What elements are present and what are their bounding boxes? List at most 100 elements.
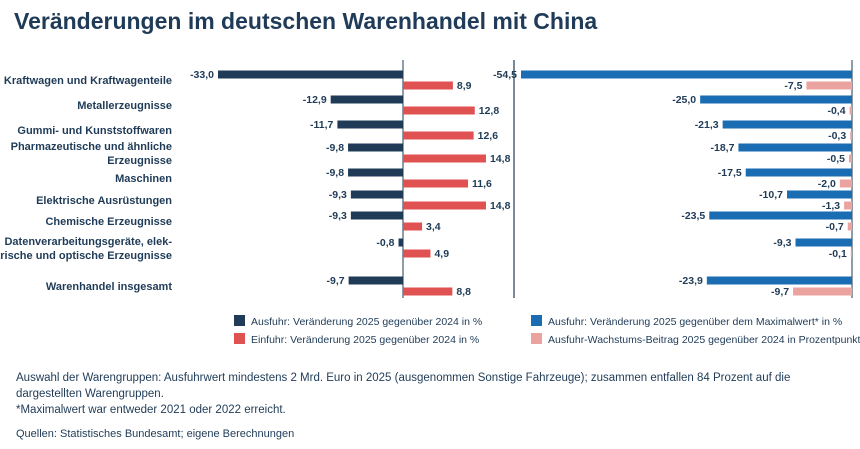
export-change-value-label: -11,7 bbox=[310, 119, 334, 131]
legend-swatch bbox=[531, 315, 542, 326]
export-vs-max-bar bbox=[722, 120, 852, 129]
export-vs-max-bar bbox=[521, 70, 852, 79]
import-change-bar bbox=[403, 249, 431, 258]
left-panel: -33,0 -12,9 -11,7 -9,8 -9,8 -9,3 -9,3 -0,8 -9,7 8… bbox=[190, 60, 511, 298]
export-vs-max-value-label: -10,7 bbox=[759, 189, 783, 201]
import-change-value-label: 3,4 bbox=[426, 221, 441, 233]
export-change-bar bbox=[350, 190, 403, 199]
source-note: Quellen: Statistisches Bundesamt; eigene… bbox=[16, 428, 295, 440]
growth-contribution-bar bbox=[850, 131, 852, 140]
growth-contribution-value-label: -7,5 bbox=[784, 80, 802, 92]
export-vs-max-bar bbox=[700, 95, 852, 104]
growth-contribution-value-label: -0,5 bbox=[827, 153, 845, 165]
category-label: Chemische Erzeugnisse bbox=[45, 216, 172, 228]
legend-swatch bbox=[234, 315, 245, 326]
footnote-selection: Auswahl der Warengruppen: Ausfuhrwert mi… bbox=[16, 372, 791, 400]
import-change-bar bbox=[403, 106, 475, 115]
export-change-bar bbox=[348, 276, 403, 285]
footnotes: Auswahl der Warengruppen: Ausfuhrwert mi… bbox=[16, 370, 816, 418]
right-panel: -54,5 -25,0 -21,3 -18,7 -17,5 -10,7 -23,5 -9,3 -… bbox=[493, 60, 853, 298]
import-change-bar bbox=[403, 179, 469, 188]
export-change-value-label: -9,3 bbox=[329, 189, 347, 201]
growth-contribution-bar bbox=[844, 201, 852, 210]
category-label: Kraftwagen und Kraftwagenteile bbox=[4, 75, 172, 87]
export-change-bar bbox=[330, 95, 403, 104]
export-change-value-label: -9,8 bbox=[326, 167, 344, 179]
export-vs-max-bar bbox=[745, 168, 852, 177]
growth-contribution-value-label: -1,3 bbox=[822, 200, 840, 212]
export-vs-max-bar bbox=[709, 211, 852, 220]
export-vs-max-value-label: -23,9 bbox=[679, 275, 703, 287]
legend-label: Einfuhr: Veränderung 2025 gegenüber 2024… bbox=[251, 334, 480, 346]
import-change-bar bbox=[403, 81, 453, 90]
import-change-bar bbox=[403, 201, 486, 210]
import-change-bar bbox=[403, 287, 453, 296]
growth-contribution-value-label: -0,7 bbox=[826, 221, 844, 233]
export-change-bar bbox=[398, 238, 403, 247]
import-change-value-label: 8,9 bbox=[457, 80, 472, 92]
export-vs-max-value-label: -21,3 bbox=[695, 119, 719, 131]
category-label: Pharmazeutische und ähnliche Erzeugnisse bbox=[11, 141, 172, 167]
legend-label: Ausfuhr: Veränderung 2025 gegenüber 2024… bbox=[251, 316, 483, 328]
legend-item-contribution: Ausfuhr-Wachstums-Beitrag 2025 gegenüber… bbox=[531, 333, 860, 346]
export-change-bar bbox=[337, 120, 403, 129]
growth-contribution-value-label: -0,4 bbox=[827, 105, 845, 117]
export-vs-max-value-label: -25,0 bbox=[672, 94, 696, 106]
export-vs-max-bar bbox=[738, 143, 852, 152]
chart-title: Veränderungen im deutschen Warenhandel m… bbox=[14, 8, 598, 34]
category-label: Datenverarbeitungsgeräte, elek-trische u… bbox=[0, 236, 172, 262]
growth-contribution-value-label: -9,7 bbox=[771, 286, 789, 298]
import-change-bar bbox=[403, 222, 423, 231]
import-change-bar bbox=[403, 131, 474, 140]
export-vs-max-value-label: -54,5 bbox=[493, 69, 517, 81]
export-change-value-label: -9,8 bbox=[326, 142, 344, 154]
export-change-bar bbox=[348, 168, 403, 177]
growth-contribution-bar bbox=[806, 81, 852, 90]
export-change-value-label: -0,8 bbox=[376, 237, 394, 249]
import-change-value-label: 4,9 bbox=[434, 248, 449, 260]
growth-contribution-value-label: -2,0 bbox=[818, 178, 836, 190]
import-change-value-label: 12,6 bbox=[478, 130, 499, 142]
growth-contribution-bar bbox=[849, 106, 852, 115]
export-change-value-label: -12,9 bbox=[303, 94, 327, 106]
category-label: Elektrische Ausrüstungen bbox=[36, 195, 172, 207]
export-vs-max-value-label: -23,5 bbox=[681, 210, 705, 222]
growth-contribution-bar bbox=[793, 287, 852, 296]
export-vs-max-value-label: -18,7 bbox=[710, 142, 734, 154]
import-change-value-label: 14,8 bbox=[490, 200, 511, 212]
export-vs-max-bar bbox=[795, 238, 852, 247]
category-label: Maschinen bbox=[115, 173, 172, 185]
footnote-maximum: *Maximalwert war entweder 2021 oder 2022… bbox=[16, 404, 286, 416]
export-vs-max-value-label: -9,3 bbox=[773, 237, 791, 249]
legend-item-export-max: Ausfuhr: Veränderung 2025 gegenüber dem … bbox=[531, 315, 842, 328]
legend-swatch bbox=[531, 333, 542, 344]
legend-swatch bbox=[234, 333, 245, 344]
import-change-bar bbox=[403, 154, 486, 163]
category-label: Gummi- und Kunststoffwaren bbox=[17, 125, 172, 137]
growth-contribution-value-label: -0,1 bbox=[829, 248, 847, 260]
export-change-value-label: -9,7 bbox=[327, 275, 345, 287]
category-label: Metallerzeugnisse bbox=[77, 100, 172, 112]
legend-item-import: Einfuhr: Veränderung 2025 gegenüber 2024… bbox=[234, 333, 479, 346]
growth-contribution-value-label: -0,3 bbox=[828, 130, 846, 142]
legend-item-export: Ausfuhr: Veränderung 2025 gegenüber 2024… bbox=[234, 315, 482, 328]
export-change-bar bbox=[218, 70, 403, 79]
import-change-value-label: 11,6 bbox=[472, 178, 492, 190]
export-vs-max-bar bbox=[706, 276, 852, 285]
export-vs-max-value-label: -17,5 bbox=[718, 167, 742, 179]
growth-contribution-bar bbox=[847, 222, 852, 231]
growth-contribution-bar bbox=[848, 154, 852, 163]
import-change-value-label: 14,8 bbox=[490, 153, 511, 165]
growth-contribution-bar bbox=[839, 179, 852, 188]
category-labels: Kraftwagen und Kraftwagenteile Metallerze… bbox=[0, 75, 172, 293]
legend-label: Ausfuhr: Veränderung 2025 gegenüber dem … bbox=[548, 316, 843, 328]
export-change-bar bbox=[348, 143, 403, 152]
import-change-value-label: 8,8 bbox=[456, 286, 471, 298]
export-change-value-label: -33,0 bbox=[190, 69, 214, 81]
import-change-value-label: 12,8 bbox=[479, 105, 500, 117]
export-vs-max-bar bbox=[787, 190, 852, 199]
export-change-bar bbox=[350, 211, 403, 220]
export-change-value-label: -9,3 bbox=[329, 210, 347, 222]
legend-label: Ausfuhr-Wachstums-Beitrag 2025 gegenüber… bbox=[548, 334, 860, 346]
